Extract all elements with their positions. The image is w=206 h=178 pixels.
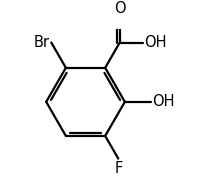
Text: O: O bbox=[114, 1, 126, 16]
Text: F: F bbox=[114, 161, 122, 176]
Text: OH: OH bbox=[144, 35, 167, 50]
Text: OH: OH bbox=[152, 94, 175, 109]
Text: Br: Br bbox=[34, 35, 50, 50]
